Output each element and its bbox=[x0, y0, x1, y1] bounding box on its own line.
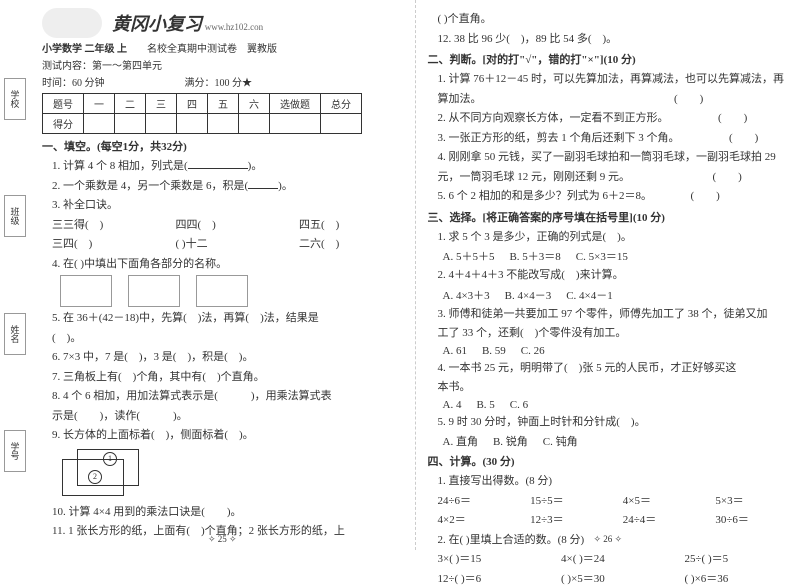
s3q3b: 工了 33 个，还剩( )个零件没有加工。 bbox=[438, 325, 789, 342]
s2q1: 1. 计算 76＋12－45 时，可以先算加法，再算减法，也可以先算减法，再 bbox=[438, 71, 789, 88]
binding-margin: 学校 班级 姓名 学号 bbox=[0, 0, 30, 550]
label-id: 学号 bbox=[4, 430, 26, 472]
q3: 3. 补全口诀。 bbox=[52, 197, 403, 214]
section2-title: 二、判断。[对的打"√"，错的打"×"](10 分) bbox=[428, 51, 789, 67]
s3q3: 3. 师傅和徒弟一共要加工 97 个零件，师傅先加工了 38 个，徒弟又加 bbox=[438, 306, 789, 323]
s4r4: 12÷( )＝6( )×5＝30( )×6＝36 bbox=[438, 571, 789, 587]
left-column: 黄冈小复习 www.hz102.con 小学数学 二年级 上 名校全真期中测试卷… bbox=[30, 0, 416, 550]
header: 黄冈小复习 www.hz102.con bbox=[42, 8, 403, 38]
q2: 2. 一个乘数是 4，另一个乘数是 6，积是()。 bbox=[52, 178, 403, 195]
s2q4b: 元，一筒羽毛球 12 元，刚刚还剩 9 元。 ( ) bbox=[438, 169, 789, 186]
q11c: ( )个直角。 bbox=[438, 11, 789, 28]
s4r2: 4×2＝12÷3＝24÷4＝30÷6＝ bbox=[438, 512, 789, 529]
s4r1: 24÷6＝15÷5＝4×5＝5×3＝ bbox=[438, 493, 789, 510]
q4: 4. 在( )中填出下面角各部分的名称。 bbox=[52, 256, 403, 273]
section4-title: 四、计算。(30 分) bbox=[428, 453, 789, 469]
label-name: 姓名 bbox=[4, 313, 26, 355]
s3q2-opts: A. 4×3＋3B. 4×4－3C. 4×4－1 bbox=[443, 287, 789, 303]
page-num-right: ✧ 26 ✧ bbox=[416, 534, 800, 545]
q8: 8. 4 个 6 相加，用加法算式表示是( )，用乘法算式表 bbox=[52, 388, 403, 405]
s3q4-opts: A. 4B. 5C. 6 bbox=[443, 399, 789, 411]
q6: 6. 7×3 中，7 是( )，3 是( )，积是( )。 bbox=[52, 349, 403, 366]
score-table: 题号一二三四五六选做题总分 得分 bbox=[42, 93, 362, 134]
page-num-left: ✧ 25 ✧ bbox=[30, 534, 415, 545]
label-school: 学校 bbox=[4, 78, 26, 120]
q3-row2: 三四( )( )十二二六( ) bbox=[52, 236, 403, 253]
s3q2: 2. 4＋4＋4＋3 不能改写成( )来计算。 bbox=[438, 267, 789, 284]
angle-fig-3 bbox=[196, 275, 248, 307]
q10: 10. 计算 4×4 用到的乘法口诀是( )。 bbox=[52, 504, 403, 521]
s3q5: 5. 9 时 30 分时，钟面上时针和分针成( )。 bbox=[438, 414, 789, 431]
s3q5-opts: A. 直角B. 锐角C. 钝角 bbox=[443, 433, 789, 449]
q12: 12. 38 比 96 少( )，89 比 54 多( )。 bbox=[438, 31, 789, 48]
scope-line: 测试内容：第一～第四单元 bbox=[42, 57, 403, 72]
q3-row1: 三三得( )四四( )四五( ) bbox=[52, 217, 403, 234]
s3q1: 1. 求 5 个 3 是多少，正确的列式是( )。 bbox=[438, 229, 789, 246]
cuboid-figure: 12 bbox=[62, 449, 142, 499]
q5b: ( )。 bbox=[52, 330, 403, 347]
q5: 5. 在 36＋(42－18)中，先算( )法，再算( )法，结果是 bbox=[52, 310, 403, 327]
label-class: 班级 bbox=[4, 195, 26, 237]
section1-title: 一、填空。(每空1分，共32分) bbox=[42, 138, 403, 154]
s2q2: 2. 从不同方向观察长方体，一定看不到正方形。 ( ) bbox=[438, 110, 789, 127]
angle-fig-1 bbox=[60, 275, 112, 307]
s2q4: 4. 刚刚拿 50 元钱，买了一副羽毛球拍和一筒羽毛球，一副羽毛球拍 29 bbox=[438, 149, 789, 166]
s4r3: 3×( )＝154×( )＝2425÷( )＝5 bbox=[438, 551, 789, 568]
q4-figs bbox=[52, 275, 403, 307]
angle-fig-2 bbox=[128, 275, 180, 307]
s2q1b: 算加法。 ( ) bbox=[438, 91, 789, 108]
logo-graphic bbox=[42, 8, 102, 38]
section3-title: 三、选择。[将正确答案的序号填在括号里](10 分) bbox=[428, 209, 789, 225]
s3q4: 4. 一本书 25 元，明明带了( )张 5 元的人民币，才正好够买这 bbox=[438, 360, 789, 377]
right-column: ( )个直角。 12. 38 比 96 少( )，89 比 54 多( )。 二… bbox=[416, 0, 800, 550]
s3q1-opts: A. 5＋5＋5B. 5＋3＝8C. 5×3＝15 bbox=[443, 248, 789, 264]
q9: 9. 长方体的上面标着( )，侧面标着( )。 bbox=[52, 427, 403, 444]
main-title: 黄冈小复习 bbox=[112, 14, 202, 34]
q7: 7. 三角板上有( )个角，其中有( )个直角。 bbox=[52, 369, 403, 386]
worksheet-page: 学校 班级 姓名 学号 黄冈小复习 www.hz102.con 小学数学 二年级… bbox=[0, 0, 800, 550]
q8b: 示是( )，读作( )。 bbox=[52, 408, 403, 425]
time-line: 时间：60 分钟 满分：100 分★ bbox=[42, 74, 403, 89]
s3q3-opts: A. 61B. 59C. 26 bbox=[443, 345, 789, 357]
grade-line: 小学数学 二年级 上 名校全真期中测试卷 翼教版 bbox=[42, 40, 403, 55]
s2q3: 3. 一张正方形的纸，剪去 1 个角后还剩下 3 个角。 ( ) bbox=[438, 130, 789, 147]
s2q5: 5. 6 个 2 相加的和是多少？列式为 6＋2＝8。 ( ) bbox=[438, 188, 789, 205]
s3q4c: 本书。 bbox=[438, 379, 789, 396]
s4q1: 1. 直接写出得数。(8 分) bbox=[438, 473, 789, 490]
url-text: www.hz102.con bbox=[205, 22, 263, 32]
q1: 1. 计算 4 个 8 相加，列式是()。 bbox=[52, 158, 403, 175]
